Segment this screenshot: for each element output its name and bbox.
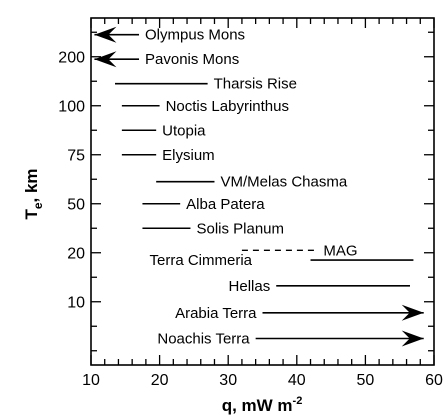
x-tick-label: 10 xyxy=(82,372,100,389)
arrow-left-icon xyxy=(94,51,117,68)
y-tick-label: 20 xyxy=(67,245,85,262)
arrow-left-icon xyxy=(94,26,117,43)
bar-label: Utopia xyxy=(162,122,206,139)
axis-ticks xyxy=(90,18,435,365)
x-axis-title: q, mW m-2 xyxy=(222,395,303,415)
y-tick-label: 75 xyxy=(67,147,85,164)
annotation-label: MAG xyxy=(323,242,357,259)
x-axis-title-exponent: -2 xyxy=(293,395,303,407)
bar-label: Noctis Labyrinthus xyxy=(166,98,289,115)
bar-label: Elysium xyxy=(162,147,215,164)
y-axis-title-subscript: e xyxy=(31,202,45,209)
bar-label: Arabia Terra xyxy=(175,305,257,322)
y-tick-labels: 200 100 75 50 20 10 xyxy=(58,49,85,311)
y-tick-label: 100 xyxy=(58,98,85,115)
arrow-right-icon xyxy=(401,304,424,321)
y-axis-title: Te, km xyxy=(22,168,45,219)
x-tick-label: 30 xyxy=(219,372,237,389)
bar-label: Hellas xyxy=(229,278,271,295)
x-tick-label: 60 xyxy=(425,372,443,389)
bar-label: Pavonis Mons xyxy=(145,51,239,68)
y-tick-label: 200 xyxy=(58,49,85,66)
arrow-right-icon xyxy=(401,330,424,347)
data-bars: Olympus Mons Pavonis Mons Tharsis Rise Noct… xyxy=(94,26,424,348)
bar-label: Olympus Mons xyxy=(145,27,245,44)
y-tick-label: 50 xyxy=(67,196,85,213)
bar-label: Alba Patera xyxy=(186,196,265,213)
plot-frame xyxy=(90,17,435,366)
x-tick-label: 40 xyxy=(288,372,306,389)
x-tick-label: 20 xyxy=(151,372,169,389)
y-tick-label: 10 xyxy=(67,294,85,311)
bar-label: Solis Planum xyxy=(196,220,284,237)
bar-label: Tharsis Rise xyxy=(214,76,297,93)
x-tick-label: 50 xyxy=(357,372,375,389)
bar-label: Noachis Terra xyxy=(157,331,250,348)
bar-label: Terra Cimmeria xyxy=(150,252,253,269)
x-tick-labels: 10 20 30 40 50 60 xyxy=(82,372,443,389)
bar-label: VM/Melas Chasma xyxy=(220,174,347,191)
